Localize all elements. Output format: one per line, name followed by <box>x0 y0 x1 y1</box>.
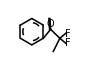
Text: F: F <box>65 38 71 48</box>
Text: F: F <box>65 29 71 39</box>
Text: O: O <box>46 19 54 29</box>
